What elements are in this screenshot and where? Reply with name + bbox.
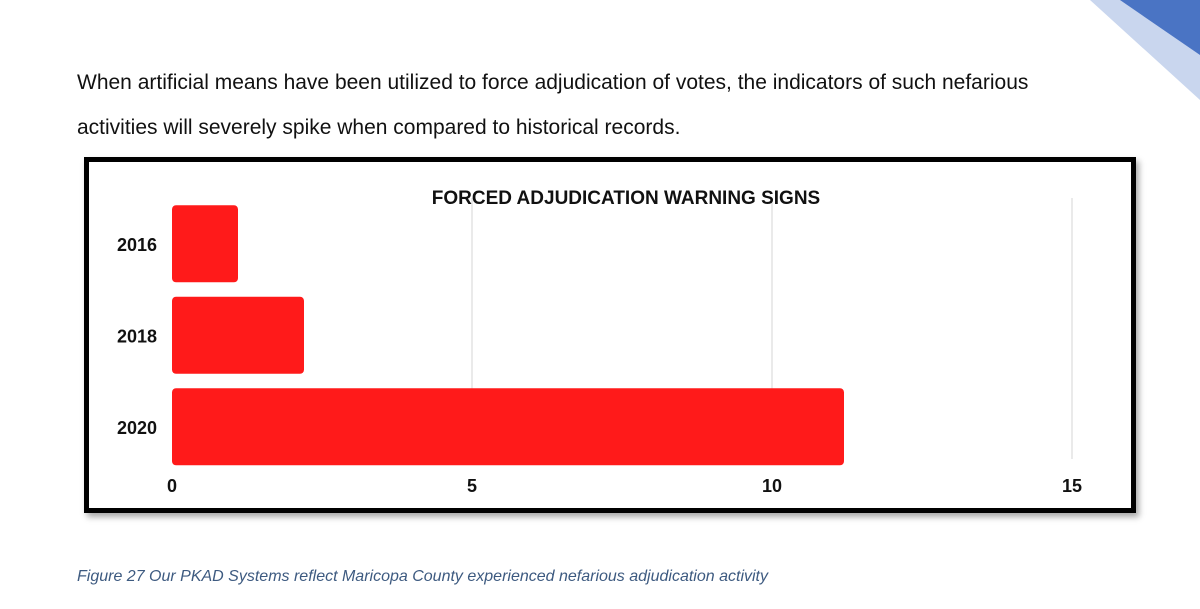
bar-2016 bbox=[172, 205, 238, 283]
bar-chart: 2016 2018 2020 0 5 10 15 FORCED ADJUDICATION … bbox=[117, 188, 1082, 496]
bar-2018 bbox=[172, 296, 304, 374]
intro-line-2: activities will severely spike when comp… bbox=[77, 116, 681, 139]
x-tick-label: 10 bbox=[762, 476, 782, 496]
chart-category-labels: 2016 2018 2020 bbox=[117, 235, 157, 438]
chart-title: FORCED ADJUDICATION WARNING SIGNS bbox=[432, 188, 820, 209]
intro-paragraph: When artificial means have been utilized… bbox=[77, 60, 1157, 150]
category-label: 2018 bbox=[117, 326, 157, 346]
category-label: 2016 bbox=[117, 235, 157, 255]
category-label: 2020 bbox=[117, 418, 157, 438]
x-tick-label: 0 bbox=[167, 476, 177, 496]
x-tick-label: 5 bbox=[467, 476, 477, 496]
chart-bars bbox=[172, 205, 844, 466]
bar-2020 bbox=[172, 388, 844, 466]
x-tick-label: 15 bbox=[1062, 476, 1082, 496]
corner-decoration bbox=[1090, 0, 1200, 100]
figure-caption: Figure 27 Our PKAD Systems reflect Maric… bbox=[77, 568, 768, 585]
chart-frame: 2016 2018 2020 0 5 10 15 FORCED ADJUDICATION … bbox=[84, 157, 1136, 513]
chart-tick-labels: 0 5 10 15 bbox=[167, 476, 1082, 496]
intro-line-1: When artificial means have been utilized… bbox=[77, 71, 1029, 94]
